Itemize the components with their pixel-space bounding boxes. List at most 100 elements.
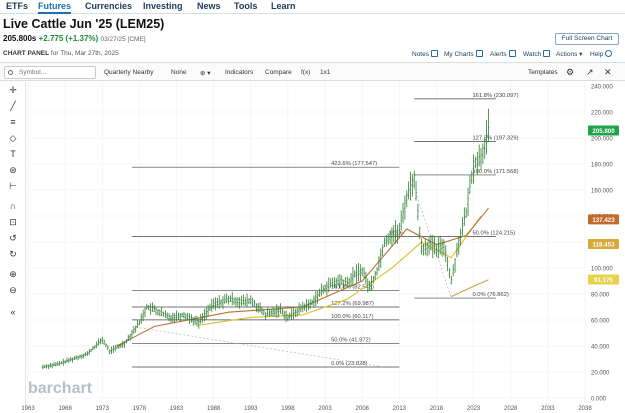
nav-tools[interactable]: Tools [234, 1, 258, 11]
zoom-in-icon[interactable]: ⊕ [9, 269, 17, 279]
y-tick-label: 200.000 [591, 137, 613, 143]
fib-level-label: 50.0% (124.215) [472, 231, 515, 237]
folder-icon [475, 50, 483, 57]
symbol-search-input[interactable] [4, 66, 96, 79]
zoom-out-icon[interactable]: ⊖ [9, 285, 17, 295]
trend-line-icon[interactable]: ╱ [10, 101, 16, 111]
share-icon[interactable]: ↗ [586, 67, 594, 77]
period-dropdown[interactable]: Quarterly Nearby [104, 69, 154, 76]
fib-level-label: 127.2% (69.987) [331, 301, 374, 307]
collapse-icon[interactable]: « [10, 307, 16, 317]
price-badge-label: 137.423 [592, 217, 615, 224]
alerts-button[interactable]: Alerts [490, 50, 516, 58]
chart-toolbar: Quarterly Nearby None ⊕ ▾ Indicators Com… [0, 62, 625, 81]
y-tick-label: 100.000 [591, 267, 613, 273]
templates-button[interactable]: Templates [528, 69, 558, 76]
quote-line: 205.800s +2.775 (+1.37%) 03/27/25 [CME] [3, 34, 146, 43]
x-tick-label: 1983 [170, 406, 184, 412]
nav-learn[interactable]: Learn [271, 1, 296, 11]
projection-line [131, 326, 385, 368]
fib-level-label: 50.0% (41.972) [331, 337, 371, 343]
none-dropdown[interactable]: None [171, 69, 187, 76]
y-tick-label: 0.000 [591, 397, 607, 403]
shapes-icon[interactable]: ◇ [9, 133, 17, 143]
help-icon [605, 50, 613, 57]
fib-level-label: 127.2% (197.329) [472, 135, 518, 141]
lock-icon[interactable]: ⊡ [9, 217, 17, 227]
notes-button[interactable]: Notes [412, 50, 438, 58]
chart-series [41, 108, 490, 370]
x-tick-label: 2023 [467, 406, 481, 412]
x-tick-label: 1973 [96, 406, 110, 412]
close-icon[interactable]: ✕ [604, 67, 612, 77]
text-icon[interactable]: T [10, 149, 16, 159]
y-tick-label: 60.000 [591, 319, 610, 325]
nav-etfs[interactable]: ETFs [6, 1, 29, 11]
y-tick-label: 220.000 [591, 111, 613, 117]
watch-button[interactable]: Watch [523, 50, 551, 58]
bar-type-dropdown[interactable]: ⊕ ▾ [200, 70, 211, 77]
actions-label: Actions [556, 51, 578, 58]
x-tick-label: 1963 [21, 406, 35, 412]
nav-news[interactable]: News [197, 1, 221, 11]
full-screen-chart-button[interactable]: Full Screen Chart [555, 33, 619, 45]
y-tick-label: 40.000 [591, 345, 610, 351]
x-axis: 1963 1968 1973 1978 1983 1988 1993 1998 2003 2008… [21, 406, 592, 412]
chart-grid [27, 82, 586, 402]
notes-label: Notes [412, 51, 429, 58]
x-tick-label: 1968 [58, 406, 72, 412]
my-charts-button[interactable]: My Charts [444, 50, 483, 58]
x-tick-label: 2038 [578, 406, 592, 412]
crosshair-icon[interactable]: ✛ [9, 85, 17, 95]
star-icon [543, 50, 551, 57]
fib-level-label: 0.0% (23.828) [331, 361, 367, 367]
x-tick-label: 2033 [541, 406, 555, 412]
x-tick-label: 2013 [393, 406, 407, 412]
fibonacci-icon[interactable]: ≡ [10, 117, 16, 127]
price-badge-label: 118.453 [592, 242, 615, 249]
pattern-icon[interactable]: ⊛ [9, 165, 17, 175]
x-tick-label: 2028 [504, 406, 518, 412]
fib-level-label: 161.8% (82.543) [331, 285, 374, 291]
price-badge-label: 91.175 [594, 277, 613, 284]
alerts-label: Alerts [490, 51, 507, 58]
watch-label: Watch [523, 51, 542, 58]
x-tick-label: 2003 [318, 406, 332, 412]
x-tick-label: 1978 [133, 406, 147, 412]
fib-level-label: 161.8% (230.097) [472, 93, 518, 99]
fib-level-label: 0.0% (76.862) [472, 292, 508, 298]
page-title: Live Cattle Jun '25 (LEM25) [3, 17, 165, 31]
chart-panel-date: for Thu, Mar 27th, 2025 [50, 50, 119, 57]
ratio-dropdown[interactable]: 1x1 [320, 69, 331, 76]
fib-level-label: 423.6% (177.547) [331, 161, 377, 167]
indicators-button[interactable]: Indicators [225, 69, 254, 76]
nav-investing[interactable]: Investing [143, 1, 183, 11]
chart-panel-title: CHART PANEL [3, 50, 50, 57]
settings-gear-icon[interactable]: ⚙ [566, 67, 575, 77]
y-axis: 240.000220.000200.000180.000160.000140.0… [591, 85, 613, 403]
x-tick-label: 1993 [244, 406, 258, 412]
redo-icon[interactable]: ↻ [9, 249, 17, 259]
projection-line [410, 176, 452, 299]
magnet-icon[interactable]: ∩ [9, 201, 17, 211]
nav-futures[interactable]: Futures [38, 1, 72, 14]
price-change: +2.775 (+1.37%) [38, 34, 99, 43]
y-tick-label: 20.000 [591, 371, 610, 377]
nav-currencies[interactable]: Currencies [85, 1, 133, 11]
actions-menu[interactable]: Actions ▾ [556, 50, 582, 58]
help-label: Help [590, 51, 604, 58]
fx-button[interactable]: f(x) [301, 69, 311, 76]
help-button[interactable]: Help [590, 50, 613, 58]
measure-icon[interactable]: ⊢ [9, 181, 17, 191]
y-tick-label: 160.000 [591, 189, 613, 195]
price-badge [588, 239, 619, 250]
fib-level-label: 100.0% (60.117) [331, 314, 374, 320]
x-tick-label: 1998 [281, 406, 295, 412]
price-badges: 205.800 137.423 118.453 91.175 [588, 125, 619, 285]
compare-button[interactable]: Compare [265, 69, 292, 76]
search-icon [8, 70, 13, 75]
x-tick-label: 1988 [207, 406, 221, 412]
ma-fast-line [451, 279, 489, 298]
undo-icon[interactable]: ↺ [9, 233, 17, 243]
